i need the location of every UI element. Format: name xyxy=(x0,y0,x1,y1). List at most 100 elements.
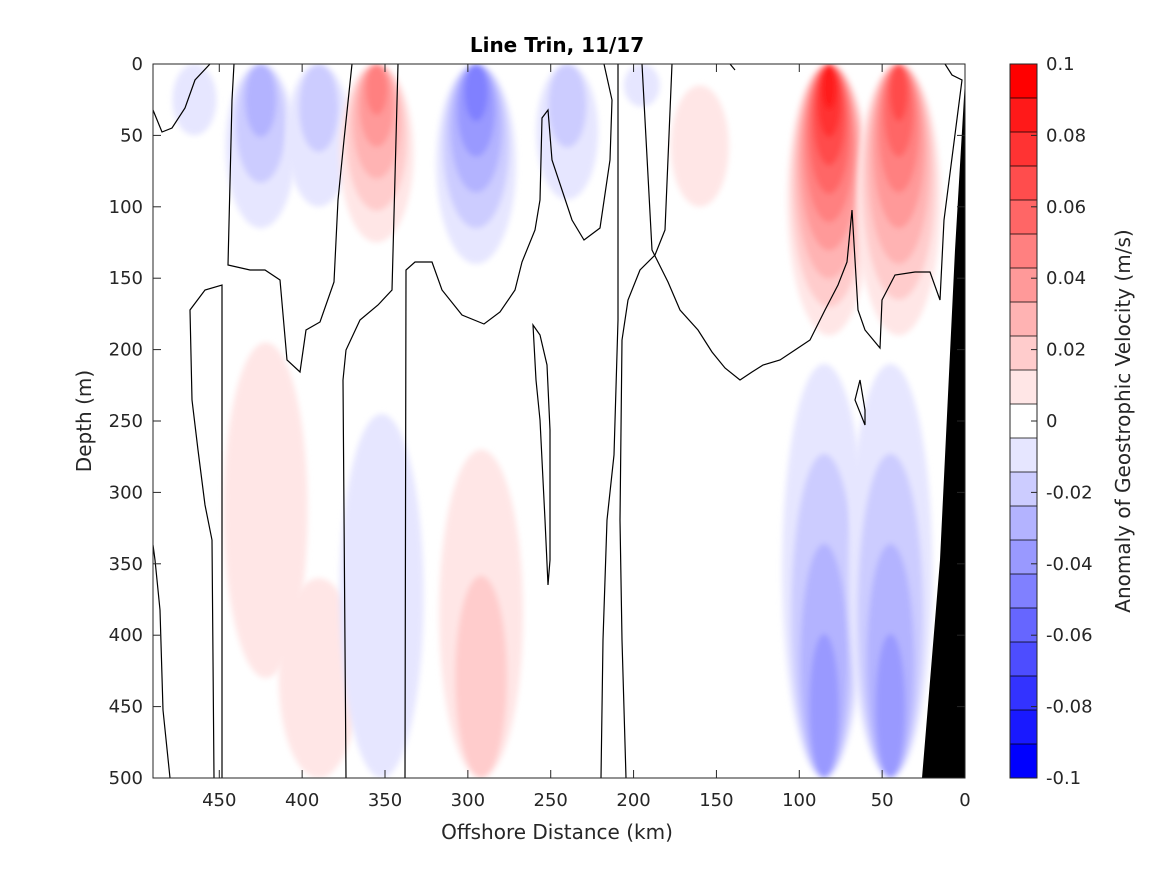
y-tick-label: 150 xyxy=(109,268,143,289)
colorbar-segment xyxy=(1010,98,1037,133)
x-tick-label: 400 xyxy=(285,790,319,811)
y-tick-label: 350 xyxy=(109,554,143,575)
contour-level xyxy=(623,64,660,107)
y-tick-label: 300 xyxy=(109,482,143,503)
y-tick-label: 400 xyxy=(109,625,143,646)
colorbar-tick-label: 0.02 xyxy=(1046,340,1086,361)
colorbar-segment xyxy=(1010,302,1037,337)
velocity-field xyxy=(172,64,941,778)
zero-contour-line xyxy=(227,64,353,374)
anomaly-core xyxy=(536,64,599,200)
anomaly-core xyxy=(172,64,217,136)
zero-contour-line xyxy=(404,64,613,778)
anomaly-core xyxy=(439,449,524,778)
contour-level xyxy=(299,64,339,152)
anomaly-core xyxy=(223,342,308,679)
y-tick-label: 0 xyxy=(132,54,143,75)
zero-contour-line xyxy=(153,544,171,778)
anomaly-core xyxy=(225,64,296,229)
x-tick-label: 100 xyxy=(782,790,816,811)
y-tick-label: 500 xyxy=(109,768,143,789)
colorbar-segment xyxy=(1010,438,1037,473)
zero-contour-line xyxy=(641,64,963,381)
anomaly-core xyxy=(782,363,867,778)
contour-level xyxy=(670,85,729,207)
contour-level xyxy=(889,64,908,122)
colorbar-segment xyxy=(1010,744,1037,779)
x-tick-label: 300 xyxy=(451,790,485,811)
colorbar-segment xyxy=(1010,336,1037,371)
contour-level xyxy=(464,64,488,122)
zero-contour-line xyxy=(189,284,223,778)
colorbar-tick-label: 0.06 xyxy=(1046,197,1086,218)
colorbar-tick-label: 0.08 xyxy=(1046,125,1086,146)
colorbar-tick-label: -0.04 xyxy=(1046,554,1093,575)
contour-level xyxy=(339,413,424,778)
y-tick-label: 250 xyxy=(109,411,143,432)
zero-contour-line xyxy=(854,379,866,426)
colorbar-segment xyxy=(1010,166,1037,201)
colorbar-label: Anomaly of Geostrophic Velocity (m/s) xyxy=(1111,229,1135,612)
colorbar-tick-label: -0.1 xyxy=(1046,768,1081,789)
anomaly-core xyxy=(856,64,941,336)
x-tick-label: 250 xyxy=(534,790,568,811)
zero-contour-line xyxy=(619,64,673,778)
anomaly-core xyxy=(339,413,424,778)
anomaly-core xyxy=(623,64,660,107)
y-tick-label: 100 xyxy=(109,197,143,218)
colorbar-segment xyxy=(1010,540,1037,575)
colorbar-segment xyxy=(1010,574,1037,609)
anomaly-core xyxy=(339,64,414,243)
y-tick-label: 200 xyxy=(109,340,143,361)
zero-contour-line xyxy=(342,64,399,778)
x-axis: 450 400 350 300 250 200 150 100 50 0 xyxy=(202,64,971,811)
x-tick-label: 50 xyxy=(871,790,894,811)
colorbar-segment xyxy=(1010,710,1037,745)
colorbar-tick-label: -0.06 xyxy=(1046,625,1093,646)
contour-level xyxy=(548,64,587,148)
colorbar-tick-label: 0.04 xyxy=(1046,268,1086,289)
anomaly-core xyxy=(848,363,933,778)
x-tick-label: 150 xyxy=(699,790,733,811)
zero-contour-line xyxy=(532,322,551,586)
y-tick-label: 450 xyxy=(109,697,143,718)
contour-level xyxy=(455,575,507,778)
colorbar-tick-label: 0 xyxy=(1046,411,1057,432)
anomaly-core xyxy=(436,64,517,264)
anomaly-core xyxy=(787,64,872,336)
colorbar-segment xyxy=(1010,506,1037,541)
contour-level xyxy=(366,64,388,115)
anomaly-core xyxy=(670,85,729,207)
zero-contour-line xyxy=(600,64,619,778)
colorbar: 0.1 0.08 0.06 0.04 0.02 0 -0.02 -0.04 -0.06 -0.08… xyxy=(1009,54,1093,789)
chart-title: Line Trin, 11/17 xyxy=(470,33,644,57)
y-axis-label: Depth (m) xyxy=(72,370,96,472)
colorbar-segment xyxy=(1010,676,1037,711)
contour-level xyxy=(223,342,308,679)
x-tick-label: 350 xyxy=(368,790,402,811)
contour-level xyxy=(822,64,837,110)
zero-contour-line xyxy=(729,64,736,71)
colorbar-segment xyxy=(1010,370,1037,405)
x-axis-label: Offshore Distance (km) xyxy=(441,820,673,844)
bathymetry xyxy=(922,80,965,778)
colorbar-segment xyxy=(1010,200,1037,235)
anomaly-core xyxy=(278,578,359,778)
y-axis: 0 50 100 150 200 250 300 350 400 450 500 xyxy=(109,54,965,789)
zero-contours xyxy=(153,64,963,778)
contour-level xyxy=(875,633,906,778)
zero-contour-line xyxy=(153,64,211,133)
colorbar-segment xyxy=(1010,608,1037,643)
colorbar-segment xyxy=(1010,64,1037,99)
x-tick-label: 0 xyxy=(959,790,970,811)
colorbar-segment xyxy=(1010,132,1037,167)
contour-level xyxy=(172,64,217,136)
colorbar-segment xyxy=(1010,234,1037,269)
contour-level xyxy=(278,578,359,778)
contour-level xyxy=(245,64,277,137)
colorbar-tick-label: -0.02 xyxy=(1046,482,1093,503)
colorbar-tick-label: 0.1 xyxy=(1046,54,1075,75)
colorbar-tick-label: -0.08 xyxy=(1046,697,1093,718)
colorbar-segment xyxy=(1010,268,1037,303)
